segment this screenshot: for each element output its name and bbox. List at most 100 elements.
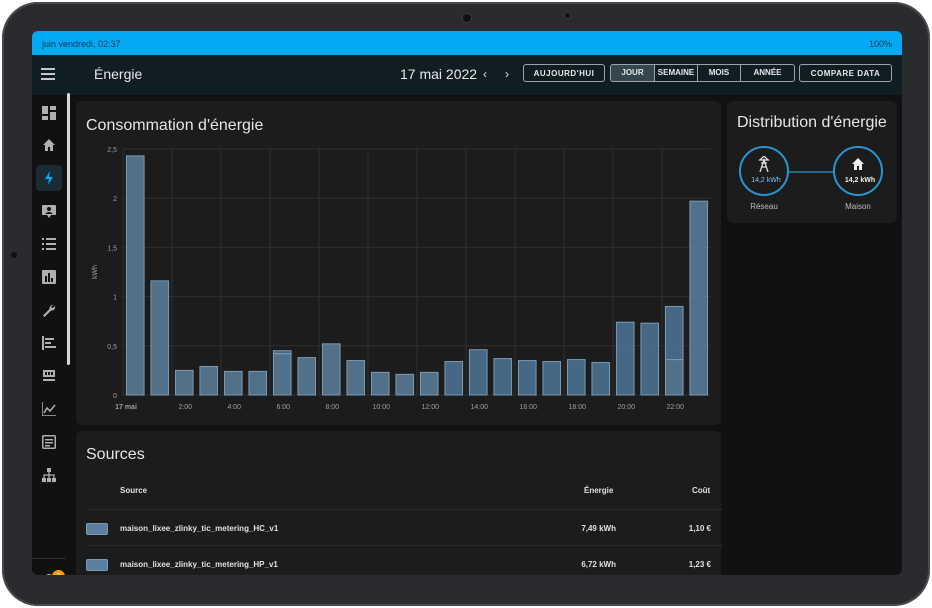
today-button[interactable]: AUJOURD'HUI xyxy=(523,64,605,82)
ports-icon xyxy=(43,370,55,381)
bar-hc xyxy=(346,360,366,396)
bar-hp xyxy=(591,362,611,396)
y-tick-label: 2 xyxy=(113,196,117,203)
grid-label: Réseau xyxy=(750,202,778,211)
x-tick-label: 14:00 xyxy=(470,404,488,411)
distribution-title: Distribution d'énergie xyxy=(737,114,887,131)
chevron-right-icon[interactable]: › xyxy=(505,67,509,81)
y-tick-label: 0,5 xyxy=(107,344,117,351)
bar-hc xyxy=(125,155,145,396)
bar-hc xyxy=(689,200,709,396)
bar-hc xyxy=(248,370,268,396)
bar-hc xyxy=(419,371,439,396)
bar-hc xyxy=(297,357,317,396)
tab-annee[interactable]: ANNÉE xyxy=(740,64,795,82)
source-header: Source xyxy=(120,486,148,495)
bar-hp xyxy=(542,361,562,396)
logbook-icon xyxy=(42,336,56,350)
sidebar: 2 F xyxy=(32,95,66,575)
sidebar-item-history[interactable] xyxy=(36,396,62,422)
y-axis-label: kWh xyxy=(92,265,99,279)
y-tick-label: 1,5 xyxy=(107,245,117,252)
y-tick-label: 0 xyxy=(113,393,117,400)
transmission-tower-icon xyxy=(758,156,770,172)
x-tick-label: 20:00 xyxy=(617,404,635,411)
notes-icon xyxy=(42,435,56,449)
list-icon xyxy=(42,238,56,250)
sidebar-item-todo[interactable] xyxy=(36,231,62,257)
sidebar-divider xyxy=(32,558,66,559)
sidebar-item-ports[interactable] xyxy=(36,363,62,389)
source-name: maison_lixee_zlinky_tic_metering_HC_v1 xyxy=(120,524,279,533)
bar-hc xyxy=(664,359,684,396)
source-energy: 7,49 kWh xyxy=(581,524,616,533)
person-card-icon xyxy=(42,205,56,218)
bar-hc xyxy=(321,343,341,396)
home-node[interactable]: 14,2 kWh xyxy=(833,146,883,196)
menu-icon[interactable] xyxy=(41,68,55,80)
status-time: juin vendredi, 02:37 xyxy=(42,39,121,49)
table-row[interactable]: maison_lixee_zlinky_tic_metering_HC_v1 7… xyxy=(86,509,722,546)
sidebar-item-tools[interactable] xyxy=(36,297,62,323)
sidebar-item-logbook[interactable] xyxy=(36,330,62,356)
sitemap-icon xyxy=(42,468,56,482)
x-tick-label: 8:00 xyxy=(325,404,339,411)
front-camera xyxy=(462,13,472,23)
source-cost: 1,23 € xyxy=(688,560,711,569)
sidebar-item-home[interactable] xyxy=(36,132,62,158)
bar-hc xyxy=(223,370,243,396)
source-energy: 6,72 kWh xyxy=(581,560,616,569)
tab-jour[interactable]: JOUR xyxy=(610,64,655,82)
bar-hp xyxy=(493,358,513,396)
sidebar-item-statistics[interactable] xyxy=(36,264,62,290)
sidebar-item-energy[interactable] xyxy=(36,165,62,191)
grid-node[interactable]: 14,2 kWh xyxy=(739,146,789,196)
screen: juin vendredi, 02:37 100% Énergie 17 mai… xyxy=(32,31,902,575)
sidebar-item-people[interactable] xyxy=(36,198,62,224)
home-label: Maison xyxy=(845,202,871,211)
bar-hp xyxy=(272,350,292,355)
x-tick-label: 12:00 xyxy=(421,404,439,411)
consumption-title: Consommation d'énergie xyxy=(86,117,264,134)
date-display: 17 mai 2022 xyxy=(400,66,478,82)
sidebar-item-overview[interactable] xyxy=(36,100,62,126)
page-title: Énergie xyxy=(94,66,143,82)
x-tick-label: 18:00 xyxy=(568,404,586,411)
bar-hp xyxy=(640,322,660,396)
battery-status: 100% xyxy=(868,39,892,49)
table-row[interactable]: maison_lixee_zlinky_tic_metering_HP_v1 6… xyxy=(86,545,722,575)
bar-hp xyxy=(664,305,684,361)
y-tick-label: 1 xyxy=(113,295,117,302)
bar-hp xyxy=(517,360,537,396)
sidebar-item-network[interactable] xyxy=(36,462,62,488)
consumption-card: Consommation d'énergie 0 0,5 1 1,5 2 2,5 17 ma… xyxy=(76,101,721,425)
y-tick-label: 2,5 xyxy=(107,147,117,154)
distribution-link xyxy=(789,171,833,173)
sidebar-item-notes[interactable] xyxy=(36,429,62,455)
tab-semaine[interactable]: SEMAINE xyxy=(654,64,698,82)
bar-hc xyxy=(370,371,390,396)
energy-header: Énergie xyxy=(584,486,614,495)
energy-chart: 0 0,5 1 1,5 2 2,5 17 mai 2:00 4:00 6:00 8:00 10:00 1… xyxy=(92,147,711,411)
source-cost: 1,10 € xyxy=(688,524,711,533)
sidebar-scrollbar[interactable] xyxy=(67,93,70,365)
bar-hp xyxy=(566,359,586,396)
grid-value: 14,2 kWh xyxy=(751,177,781,184)
bar-hc xyxy=(174,369,194,396)
bar-hp xyxy=(468,349,488,396)
x-tick-label: 16:00 xyxy=(519,404,537,411)
distribution-card: Distribution d'énergie 14,2 kWh Réseau 1… xyxy=(727,101,897,223)
energy-icon xyxy=(45,171,53,185)
sidebar-item-notifications[interactable] xyxy=(36,567,62,575)
bar-hc xyxy=(395,373,415,396)
chevron-left-icon[interactable]: ‹ xyxy=(483,67,487,81)
x-tick-label: 6:00 xyxy=(276,404,290,411)
bar-chart-icon xyxy=(42,270,56,284)
tab-mois[interactable]: MOIS xyxy=(697,64,741,82)
history-icon xyxy=(42,402,56,416)
compare-data-button[interactable]: COMPARE DATA xyxy=(799,64,892,82)
x-tick-label: 10:00 xyxy=(372,404,390,411)
bar-hc xyxy=(150,280,170,396)
dashboard-icon xyxy=(42,106,56,120)
home-icon xyxy=(43,139,55,151)
